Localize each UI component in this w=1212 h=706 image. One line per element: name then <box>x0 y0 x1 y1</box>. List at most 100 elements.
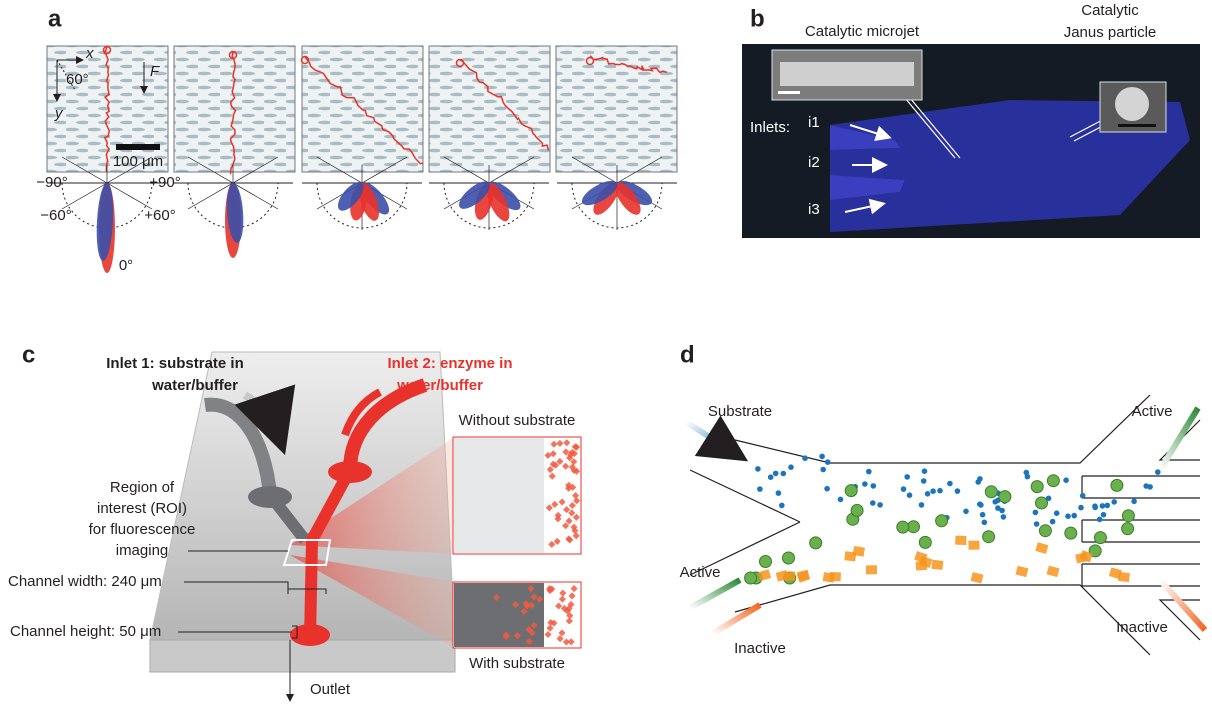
substrate-dot <box>1054 510 1060 516</box>
substrate-dot <box>922 468 928 474</box>
janus-image <box>1115 87 1149 121</box>
text-line: Inlet 1: substrate in <box>106 355 244 372</box>
substrate-dot <box>802 455 808 461</box>
substrate-dot <box>1097 517 1103 523</box>
substrate-dot <box>963 509 969 515</box>
substrate-dot <box>838 497 844 503</box>
substrate-dot <box>871 483 877 489</box>
substrate-dot <box>995 505 1001 511</box>
inactive-particle <box>1035 542 1048 554</box>
active-particle <box>745 572 757 584</box>
janus-label: Janus particle <box>1064 24 1157 41</box>
inactive-particle <box>1047 566 1060 578</box>
substrate-dot <box>870 500 876 506</box>
active-particle <box>845 485 857 497</box>
active-out-label: Active <box>1132 403 1173 420</box>
inactive-particle <box>968 541 979 550</box>
active-particle <box>760 556 772 568</box>
inactive-particle <box>1075 552 1088 563</box>
with-substrate <box>454 583 544 647</box>
text-line: interest (ROI) <box>97 500 187 517</box>
substrate-dot <box>788 464 794 470</box>
substrate-dot <box>1111 499 1117 505</box>
active-particle <box>1036 497 1048 509</box>
active-particle <box>1094 532 1106 544</box>
substrate-dot <box>825 459 831 465</box>
inactive-particle <box>830 572 841 581</box>
active-particle <box>1065 527 1077 539</box>
port <box>328 461 372 483</box>
inlet-label: i1 <box>808 114 820 131</box>
substrate-dot <box>1101 512 1107 518</box>
active-particle <box>783 552 795 564</box>
substrate-dot <box>755 466 761 472</box>
active-in-label: Active <box>680 564 721 581</box>
active-particle <box>983 531 995 543</box>
substrate-dot <box>1065 513 1071 519</box>
substrate-dot <box>1033 510 1039 516</box>
substrate-dot <box>1155 469 1161 475</box>
substrate-dot <box>980 512 986 518</box>
substrate-dot <box>1092 505 1098 511</box>
inlet-label: i3 <box>808 201 820 218</box>
panel-c: c Inlet 1: substrate inwater/buffer Inle… <box>8 341 581 700</box>
inactive-out-label: Inactive <box>1116 619 1168 636</box>
substrate-arrow <box>686 422 738 455</box>
inactive-particle <box>1016 566 1029 577</box>
polar-label: +60° <box>144 207 175 224</box>
inactive-particle <box>916 561 928 571</box>
janus-label: Catalytic <box>1081 2 1139 19</box>
without-empty <box>454 438 544 553</box>
substrate-dot <box>901 486 907 492</box>
substrate-dot <box>947 481 953 487</box>
outlet-label: Outlet <box>310 681 351 698</box>
active-particle <box>1111 479 1123 491</box>
substrate-dot <box>1131 499 1137 505</box>
substrate-dot <box>781 471 787 477</box>
substrate-dot <box>977 501 983 507</box>
substrate-dot <box>1071 513 1077 519</box>
substrate-dot <box>866 469 872 475</box>
inlets-title: Inlets: <box>750 119 790 136</box>
substrate-dot <box>925 491 931 497</box>
substrate-dot <box>937 488 943 494</box>
polar-plots <box>47 157 677 273</box>
text-line: water/buffer <box>396 377 483 394</box>
active-particle <box>810 537 822 549</box>
active-particle <box>936 515 948 527</box>
polar-label: −90° <box>36 174 67 191</box>
inactive-particle <box>853 546 865 557</box>
active-particle <box>919 536 931 548</box>
port <box>248 486 292 508</box>
active-particle <box>999 491 1011 503</box>
active-particle <box>1039 525 1051 537</box>
substrate-dot <box>982 520 988 526</box>
substrate-dot <box>1024 470 1030 476</box>
substrate-dot <box>975 479 981 485</box>
substrate-dot <box>1100 503 1106 509</box>
active-particle <box>1122 510 1134 522</box>
inactive-arrow <box>712 605 760 634</box>
substrate-dot <box>773 471 779 477</box>
substrate-dot <box>1050 519 1056 525</box>
substrate-dot <box>776 490 782 496</box>
active-particle <box>1047 475 1059 487</box>
panel-label: a <box>48 5 62 32</box>
active-arrow <box>690 580 740 608</box>
inset-scale <box>778 91 800 94</box>
inlet-label: i2 <box>808 154 820 171</box>
substrate-dot <box>824 486 830 492</box>
inactive-particle <box>971 572 984 583</box>
port <box>290 624 330 646</box>
inactive-in-label: Inactive <box>734 640 786 657</box>
force: F <box>150 63 160 80</box>
inactive-particle <box>866 565 877 574</box>
substrate-dot <box>768 474 774 480</box>
substrate-dot <box>877 502 883 508</box>
active-particle <box>897 521 909 533</box>
panel-d: d Substrate Active Inactive Active Inact… <box>680 341 1205 657</box>
substrate-dot <box>955 488 961 494</box>
substrate-dot <box>819 454 825 460</box>
substrate-dot <box>1063 477 1069 483</box>
active-particle <box>851 504 863 516</box>
